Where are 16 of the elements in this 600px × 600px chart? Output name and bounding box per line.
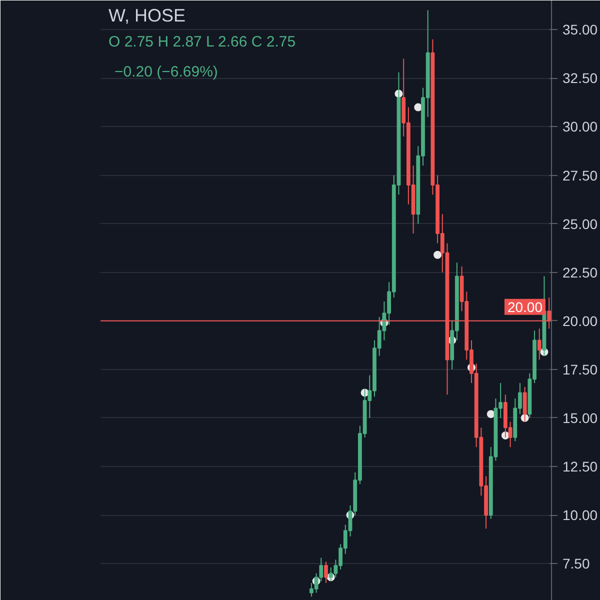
y-tick-label: 32.50 [562, 70, 598, 86]
y-tick-label: 30.00 [562, 118, 598, 135]
y-tick-label: 15.00 [562, 410, 598, 426]
y-tick-label: 25.00 [562, 216, 598, 232]
y-tick-label: 20.00 [562, 312, 598, 329]
y-tick-label: 17.50 [562, 361, 598, 378]
annotation: O 2.75 H 2.87 L 2.66 C 2.75 [108, 34, 296, 50]
chart-title: W, HOSE [108, 6, 186, 26]
y-tick-label: 27.50 [562, 167, 598, 184]
y-tick-label: 12.50 [562, 458, 598, 475]
annotation: −0.20 (−6.69%) [114, 64, 218, 80]
y-tick-label: 22.50 [562, 264, 598, 280]
y-tick-label: 35.00 [562, 22, 598, 38]
y-tick-label: 10.00 [562, 507, 598, 524]
y-tick-label: 7.50 [562, 556, 590, 572]
ref-line-label: 20.00 [507, 298, 543, 315]
